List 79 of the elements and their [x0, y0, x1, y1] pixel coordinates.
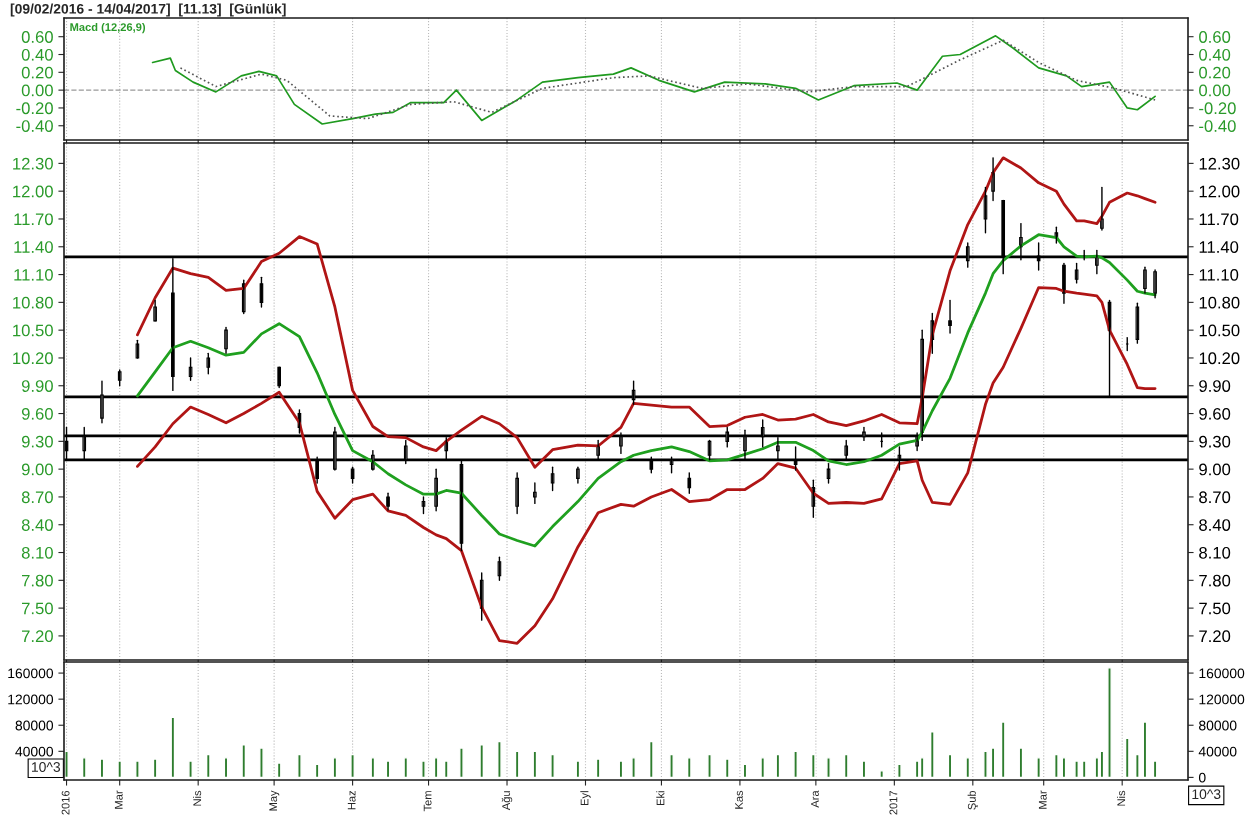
y2-tick-label: 40000	[1198, 746, 1237, 757]
y2-tick-label: 160000	[1199, 668, 1245, 679]
y-tick-label: 10.50	[13, 324, 53, 337]
line-series	[136, 156, 1157, 469]
y2-tick-label: 11.10	[1199, 268, 1239, 281]
x-tick-label: Nis	[1117, 790, 1126, 806]
text: 10^3	[32, 762, 61, 772]
x-tick-label: Ağu	[501, 791, 513, 811]
y2-tick-label: 10.80	[1199, 296, 1240, 309]
y2-tick-label: -0.20	[1199, 102, 1236, 115]
y-tick-label: 9.30	[21, 435, 53, 448]
y2-tick-label: 80000	[1199, 720, 1237, 731]
y2-tick-label: 7.50	[1199, 602, 1231, 615]
y-tick-label: 160000	[8, 668, 54, 679]
y2-tick-label: 9.60	[1199, 407, 1231, 420]
x-tick-label: May	[269, 790, 280, 811]
x-tick-label: Şub	[967, 790, 979, 810]
y-tick-label: 120000	[8, 694, 54, 705]
x-tick-label: Eyl	[580, 791, 591, 805]
chart-title: [09/02/2016 - 14/04/2017] [11.13] [Günlük]	[10, 3, 286, 17]
x-tick-label: Kas	[735, 790, 743, 809]
y2-tick-label: 9.00	[1199, 463, 1231, 476]
y2-tick-label: 8.40	[1199, 519, 1231, 531]
y-tick-label: 0.00	[21, 84, 53, 97]
y2-tick-label: 0.00	[1199, 84, 1231, 97]
y-tick-label: 8.40	[21, 519, 53, 531]
y2-tick-label: 9.90	[1199, 380, 1231, 392]
y-tick-label: 40000	[15, 746, 54, 757]
y2-tick-label: 12.00	[1199, 185, 1240, 198]
y-tick-label: -0.40	[16, 120, 53, 132]
x-tick-label: Mar	[1038, 790, 1047, 809]
y-tick-label: 0.20	[21, 66, 53, 79]
y-tick-label: 8.70	[21, 491, 53, 504]
y2-tick-label: 0.40	[1199, 48, 1231, 61]
x-tick-label: Tem	[423, 791, 432, 812]
y-tick-label: 9.60	[21, 407, 53, 420]
annotation: Macd (12,26,9)	[70, 22, 146, 34]
y2-tick-label: 11.40	[1199, 241, 1239, 253]
y-tick-label: 10.80	[13, 296, 53, 309]
x-tick-label: Mar	[114, 790, 123, 809]
y2-tick-label: 8.10	[1199, 546, 1231, 559]
x-tick-label: Ara	[811, 790, 819, 808]
y-tick-label: 9.00	[21, 463, 53, 476]
y2-tick-label: 8.70	[1199, 491, 1231, 504]
x-tick-label: 2016	[61, 790, 70, 815]
line-series	[136, 233, 1157, 548]
line-series	[136, 286, 1157, 645]
y-tick-label: 0.60	[21, 31, 53, 43]
y-tick-label: 11.10	[14, 268, 53, 281]
y2-tick-label: -0.40	[1199, 120, 1236, 132]
y-tick-label: 8.10	[21, 546, 53, 559]
y2-tick-label: 7.20	[1199, 630, 1231, 643]
y-tick-label: 0.40	[21, 48, 53, 61]
y2-tick-label: 12.30	[1199, 157, 1240, 170]
y2-tick-label: 11.70	[1199, 213, 1239, 226]
y-tick-label: 7.50	[22, 602, 53, 615]
y2-tick-label: 0.60	[1199, 31, 1231, 43]
y-tick-label: 9.90	[21, 380, 53, 392]
y-tick-label: 12.30	[13, 157, 53, 170]
x-tick-label: Nis	[192, 790, 202, 806]
y2-tick-label: 0	[1198, 772, 1206, 783]
text: 10^3	[1192, 789, 1221, 800]
y-tick-label: 80000	[15, 720, 54, 731]
y-tick-label: -0.20	[16, 102, 53, 115]
y-tick-label: 10.20	[13, 352, 53, 365]
x-tick-label: 2017	[889, 790, 898, 815]
y-tick-label: 7.80	[22, 574, 53, 587]
x-tick-label: Haz	[347, 790, 356, 810]
y2-tick-label: 9.30	[1199, 435, 1231, 448]
y2-tick-label: 120000	[1199, 694, 1245, 705]
y2-tick-label: 10.50	[1199, 324, 1240, 337]
y-tick-label: 12.00	[13, 185, 53, 198]
x-tick-label: Eki	[656, 791, 665, 805]
y-tick-label: 7.20	[22, 630, 53, 643]
y2-tick-label: 10.20	[1199, 352, 1240, 365]
y2-tick-label: 0.20	[1199, 66, 1231, 79]
y2-tick-label: 7.80	[1199, 574, 1231, 587]
y-tick-label: 11.40	[14, 241, 53, 253]
y-tick-label: 11.70	[14, 213, 53, 226]
